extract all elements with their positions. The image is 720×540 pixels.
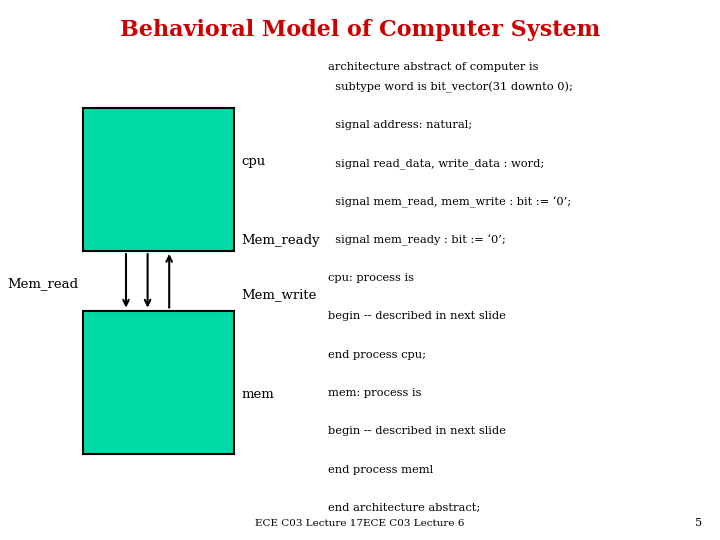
Text: Mem_read: Mem_read [7,277,78,290]
Text: ECE C03 Lecture 17ECE C03 Lecture 6: ECE C03 Lecture 17ECE C03 Lecture 6 [256,519,464,528]
Text: end process cpu;: end process cpu; [328,349,426,360]
Text: end process meml: end process meml [328,464,433,475]
Text: Mem_ready: Mem_ready [241,234,320,247]
Text: architecture abstract of computer is: architecture abstract of computer is [328,62,538,72]
Text: signal read_data, write_data : word;: signal read_data, write_data : word; [328,158,544,168]
Text: mem: mem [241,388,274,401]
Text: begin -- described in next slide: begin -- described in next slide [328,426,505,436]
Text: cpu: cpu [241,156,266,168]
Text: mem: process is: mem: process is [328,388,421,398]
Text: signal mem_ready : bit := ‘0’;: signal mem_ready : bit := ‘0’; [328,234,505,246]
Text: signal address: natural;: signal address: natural; [328,119,472,130]
Text: 5: 5 [695,518,702,528]
Text: cpu: process is: cpu: process is [328,273,413,283]
Text: Behavioral Model of Computer System: Behavioral Model of Computer System [120,19,600,40]
Text: subtype word is bit_vector(31 downto 0);: subtype word is bit_vector(31 downto 0); [328,81,572,92]
Text: Mem_write: Mem_write [241,288,317,301]
Bar [83,108,234,251]
Text: begin -- described in next slide: begin -- described in next slide [328,311,505,321]
Text: end architecture abstract;: end architecture abstract; [328,503,480,513]
Text: signal mem_read, mem_write : bit := ‘0’;: signal mem_read, mem_write : bit := ‘0’; [328,196,571,208]
Bar [83,310,234,454]
